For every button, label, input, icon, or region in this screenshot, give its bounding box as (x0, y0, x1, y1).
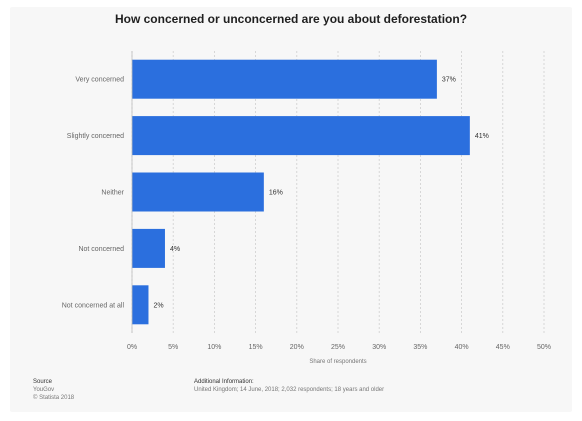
x-tick-label: 50% (537, 344, 551, 351)
chart-title: How concerned or unconcerned are you abo… (114, 12, 468, 26)
x-tick-label: 15% (249, 344, 263, 351)
bar (132, 172, 264, 212)
value-label: 41% (475, 133, 489, 140)
category-label: Very concerned (75, 77, 124, 84)
x-tick-label: 45% (496, 344, 510, 351)
x-tick-label: 5% (168, 344, 178, 351)
value-label: 4% (170, 246, 180, 253)
x-tick-label: 25% (331, 344, 345, 351)
bar-chart: 0% 5% 10% 15% 20% 25% 30% 35% 40% 45% 50% Share of … (62, 51, 551, 365)
additional-info-block: Additional Information: United Kingdom; … (194, 378, 384, 394)
value-label: 16% (269, 190, 283, 197)
bar (132, 228, 165, 268)
x-tick-label: 10% (207, 344, 221, 351)
bar (132, 116, 470, 156)
bar (132, 59, 437, 99)
additional-info-line: United Kingdom; 14 June, 2018; 2,032 res… (194, 387, 385, 393)
source-line-2: © Statista 2018 (33, 395, 75, 401)
category-label: Not concerned at all (62, 302, 125, 309)
source-heading: Source (33, 379, 53, 385)
bar (132, 285, 149, 325)
value-label: 2% (153, 302, 163, 309)
category-label: Not concerned (78, 246, 124, 253)
source-line-1: YouGov (33, 387, 55, 393)
category-label: Neither (101, 190, 124, 197)
category-label: Slightly concerned (67, 133, 124, 140)
additional-info-heading: Additional Information: (194, 379, 254, 385)
x-tick-label: 0% (127, 344, 137, 351)
source-block: Source YouGov © Statista 2018 (33, 378, 74, 402)
x-tick-label: 20% (290, 344, 304, 351)
value-label: 37% (442, 77, 456, 84)
x-tick-label: 30% (372, 344, 386, 351)
x-axis-label: Share of respondents (309, 359, 366, 365)
x-tick-label: 40% (455, 344, 469, 351)
x-tick-label: 35% (413, 344, 427, 351)
